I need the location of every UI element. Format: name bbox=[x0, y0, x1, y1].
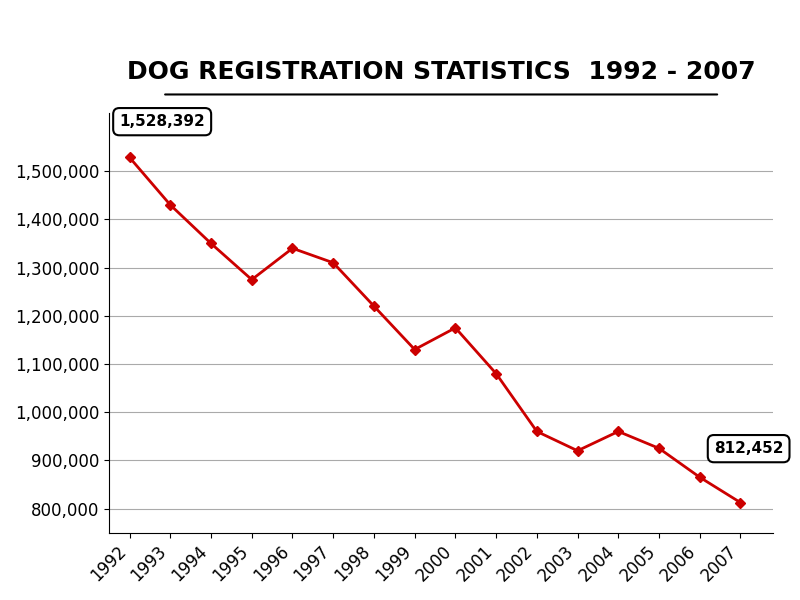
Text: 812,452: 812,452 bbox=[714, 441, 783, 456]
Text: 1,528,392: 1,528,392 bbox=[119, 114, 205, 129]
Text: DOG REGISTRATION STATISTICS  1992 - 2007: DOG REGISTRATION STATISTICS 1992 - 2007 bbox=[127, 60, 755, 84]
